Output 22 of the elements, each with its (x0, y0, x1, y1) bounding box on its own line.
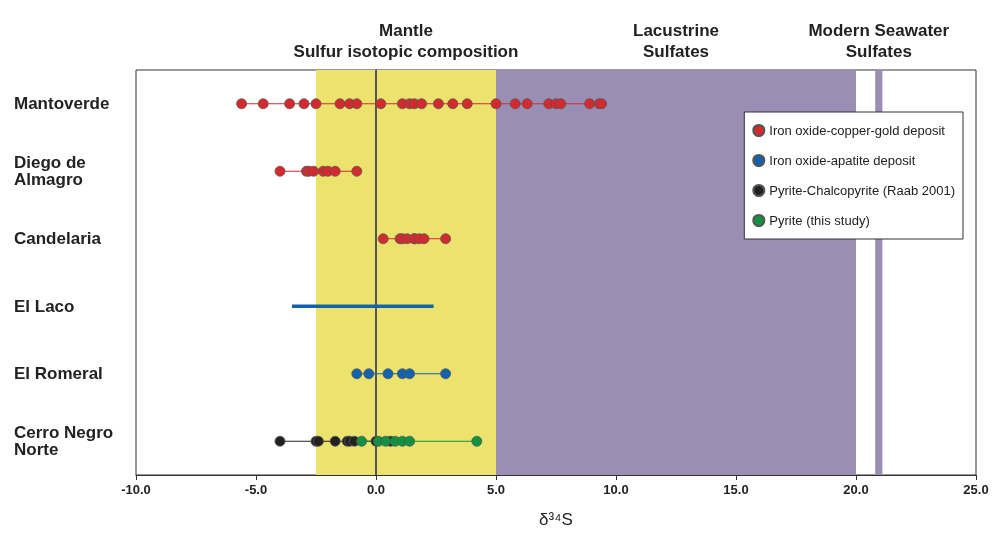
band-label: Mantle Sulfur isotopic composition (293, 21, 519, 61)
y-tick-label: El Laco (14, 296, 75, 316)
x-tick-label: -10.0 (121, 482, 151, 497)
x-tick-label: 10.0 (603, 482, 629, 497)
y-tick-label: El Romeral (14, 364, 103, 384)
band-label: Modern Seawater Sulfates (808, 21, 950, 61)
legend-label: Iron oxide-apatite deposit (769, 153, 916, 168)
y-tick-label: Candelaria (14, 229, 102, 249)
x-tick-label: 0.0 (366, 482, 386, 497)
x-tick-label: 15.0 (723, 482, 749, 497)
legend-label: Pyrite-Chalcopyrite (Raab 2001) (769, 183, 956, 198)
x-tick-label: 5.0 (486, 482, 506, 497)
x-tick-label: -5.0 (244, 482, 268, 497)
x-axis-title: δ³⁴S (539, 510, 573, 529)
y-tick-label: Diego de Almagro (14, 153, 91, 190)
band-label: Lacustrine Sulfates (633, 21, 719, 61)
legend-label: Pyrite (this study) (769, 213, 870, 228)
y-tick-label: Mantoverde (14, 94, 110, 114)
y-tick-label: Cerro Negro Norte (14, 423, 118, 460)
legend-label: Iron oxide-copper-gold deposit (769, 123, 946, 138)
x-tick-label: 20.0 (843, 482, 869, 497)
x-tick-label: 25.0 (963, 482, 989, 497)
